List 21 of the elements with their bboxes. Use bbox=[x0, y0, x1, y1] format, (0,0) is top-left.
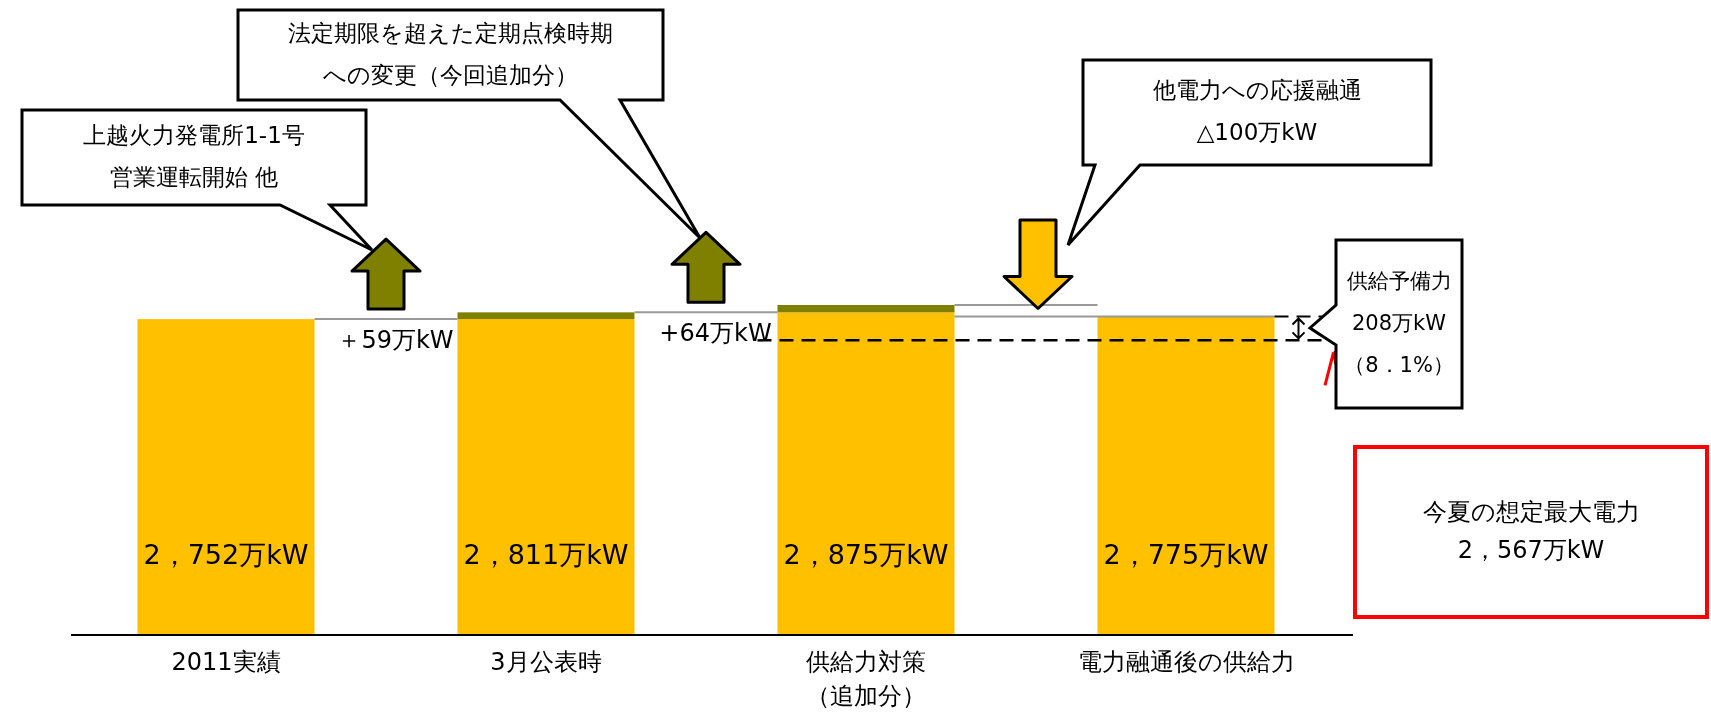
total-label: 2，875万kW bbox=[783, 538, 949, 570]
bar bbox=[1097, 316, 1275, 635]
bar bbox=[777, 312, 955, 635]
text: 法定期限を超えた定期点検時期への変更（今回追加分） bbox=[287, 19, 613, 88]
x-tick-label: 供給力対策（追加分） bbox=[806, 648, 926, 710]
x-tick-label: 電力融通後の供給力 bbox=[1077, 648, 1295, 676]
bar bbox=[457, 319, 635, 635]
bar bbox=[777, 305, 955, 313]
ref-line-label: 今夏の想定最大電力2，567万kW bbox=[1422, 498, 1640, 564]
annotation: 供給予備力208万kW（8．1%） bbox=[1344, 269, 1454, 377]
total-label: 2，775万kW bbox=[1103, 538, 1269, 570]
total-label: 2，811万kW bbox=[463, 538, 629, 570]
bar bbox=[137, 319, 315, 635]
text: 他電力への応援融通△100万kW bbox=[1152, 76, 1362, 145]
text: 上越火力発電所1-1号営業運転開始 他 bbox=[83, 121, 305, 190]
bar bbox=[457, 312, 635, 320]
data-label: ＋59万kW bbox=[337, 326, 454, 355]
data-label: +64万kW bbox=[659, 319, 772, 348]
x-tick-label: 2011実績 bbox=[171, 648, 281, 676]
x-tick-label: 3月公表時 bbox=[490, 648, 602, 676]
total-label: 2，752万kW bbox=[143, 538, 309, 570]
